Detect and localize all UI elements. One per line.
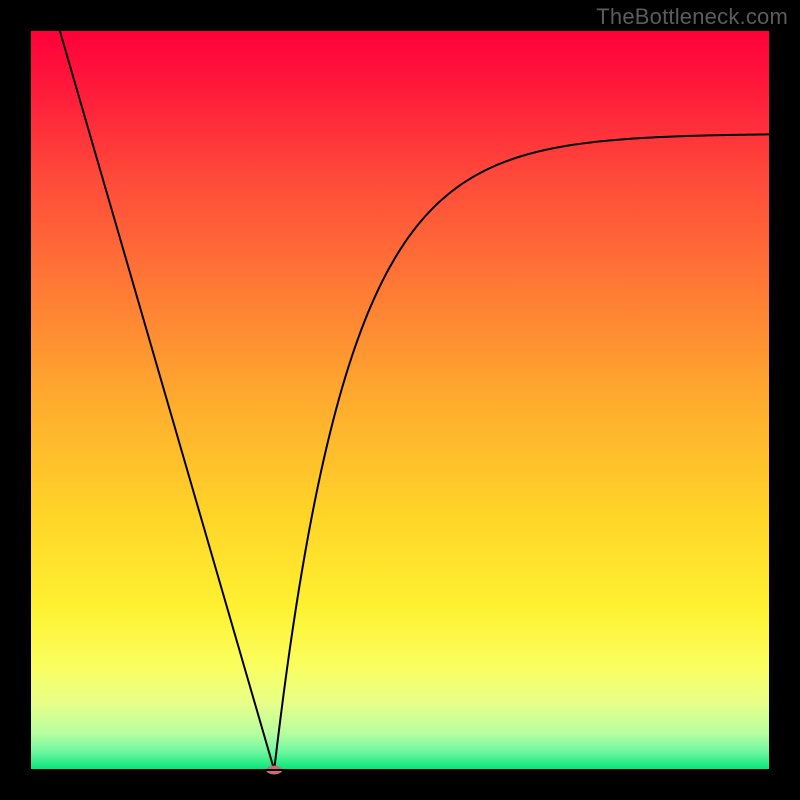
- watermark-text: TheBottleneck.com: [596, 4, 788, 30]
- plot-background: [30, 30, 770, 770]
- chart-container: TheBottleneck.com: [0, 0, 800, 800]
- bottleneck-chart: [0, 0, 800, 800]
